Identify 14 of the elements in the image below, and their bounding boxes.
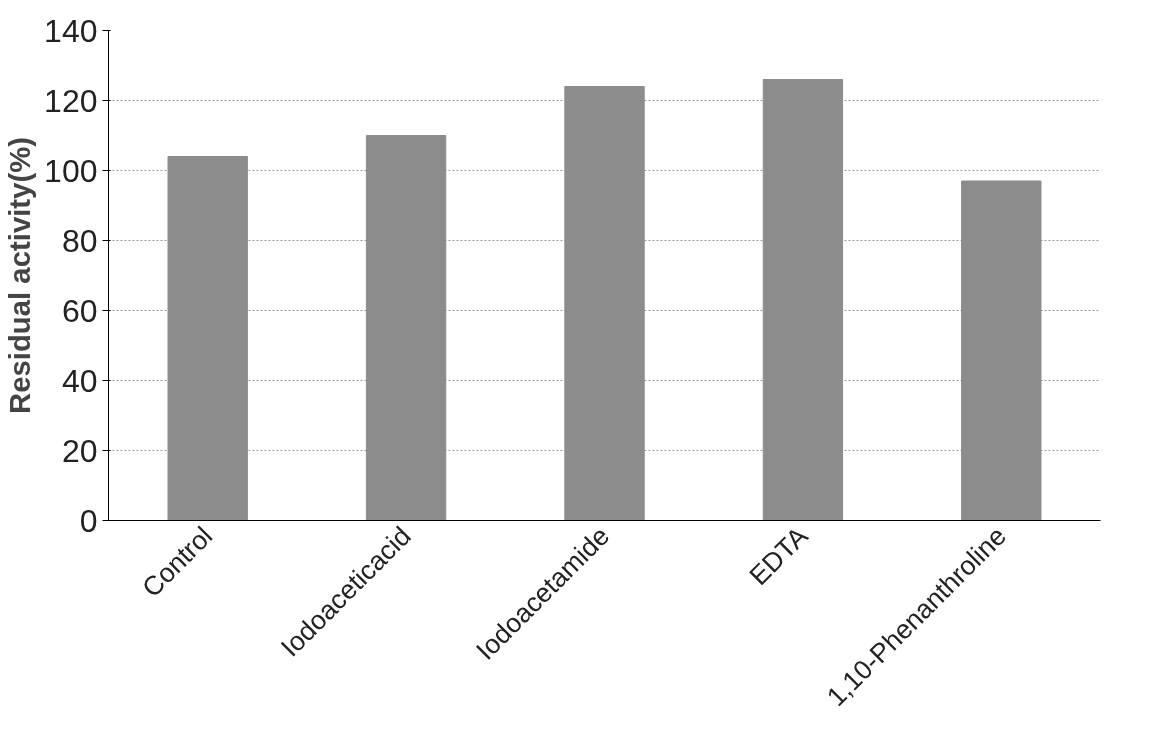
y-tick-label: 60	[61, 292, 98, 329]
bar	[167, 156, 248, 521]
y-tick-label: 80	[61, 222, 98, 259]
y-tick-label: 140	[44, 12, 98, 49]
y-tick-label: 40	[61, 362, 98, 399]
y-axis-title: Residual activity(%)	[3, 136, 37, 415]
y-tick-label: 120	[44, 82, 98, 119]
y-tick-label: 20	[61, 432, 98, 469]
bar	[961, 180, 1042, 521]
bar	[365, 135, 447, 521]
y-tick-label: 100	[44, 152, 98, 189]
y-tick-label: 0	[79, 502, 98, 539]
bar	[564, 86, 645, 521]
bar	[762, 79, 844, 521]
